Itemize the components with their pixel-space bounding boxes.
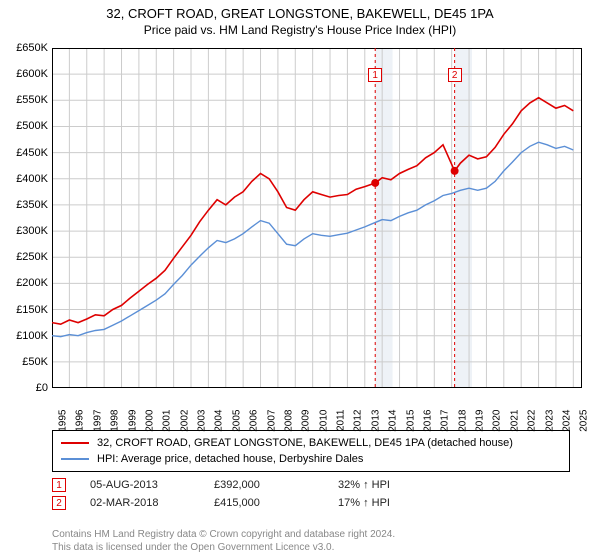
- x-tick-label: 2021: [509, 410, 520, 432]
- title-subtitle: Price paid vs. HM Land Registry's House …: [0, 23, 600, 37]
- sale-marker-box: 2: [52, 496, 66, 510]
- footer-line: This data is licensed under the Open Gov…: [52, 541, 395, 554]
- x-tick-label: 2019: [475, 410, 486, 432]
- x-tick-label: 2018: [457, 410, 468, 432]
- x-tick-label: 1997: [92, 410, 103, 432]
- x-tick-label: 2007: [266, 410, 277, 432]
- x-tick-label: 2014: [388, 410, 399, 432]
- x-tick-label: 2010: [318, 410, 329, 432]
- x-tick-label: 2003: [197, 410, 208, 432]
- sale-price: £415,000: [214, 497, 314, 509]
- x-tick-label: 2025: [579, 410, 590, 432]
- x-tick-label: 2001: [162, 410, 173, 432]
- y-tick-label: £100K: [0, 330, 48, 342]
- x-tick-label: 1996: [75, 410, 86, 432]
- x-tick-label: 2008: [284, 410, 295, 432]
- y-tick-label: £300K: [0, 225, 48, 237]
- x-tick-label: 2012: [353, 410, 364, 432]
- y-tick-label: £250K: [0, 251, 48, 263]
- legend-item: HPI: Average price, detached house, Derb…: [61, 451, 561, 467]
- x-tick-label: 2005: [231, 410, 242, 432]
- y-tick-label: £500K: [0, 120, 48, 132]
- x-tick-label: 2016: [423, 410, 434, 432]
- sale-date: 02-MAR-2018: [90, 497, 190, 509]
- sale-date: 05-AUG-2013: [90, 479, 190, 491]
- sale-marker-box: 1: [52, 478, 66, 492]
- x-tick-label: 2013: [370, 410, 381, 432]
- legend-label: HPI: Average price, detached house, Derb…: [97, 453, 363, 465]
- x-tick-label: 1999: [127, 410, 138, 432]
- table-row: 1 05-AUG-2013 £392,000 32% ↑ HPI: [52, 476, 438, 494]
- y-tick-label: £350K: [0, 199, 48, 211]
- legend: 32, CROFT ROAD, GREAT LONGSTONE, BAKEWEL…: [52, 430, 570, 472]
- x-tick-label: 2024: [562, 410, 573, 432]
- sale-price: £392,000: [214, 479, 314, 491]
- sales-table: 1 05-AUG-2013 £392,000 32% ↑ HPI 2 02-MA…: [52, 476, 438, 512]
- x-tick-label: 1998: [110, 410, 121, 432]
- legend-swatch: [61, 458, 89, 460]
- footer: Contains HM Land Registry data © Crown c…: [52, 528, 395, 554]
- sale-delta: 32% ↑ HPI: [338, 479, 438, 491]
- y-tick-label: £600K: [0, 68, 48, 80]
- chart-container: 32, CROFT ROAD, GREAT LONGSTONE, BAKEWEL…: [0, 0, 600, 560]
- x-tick-label: 2022: [527, 410, 538, 432]
- sale-delta: 17% ↑ HPI: [338, 497, 438, 509]
- y-tick-label: £650K: [0, 42, 48, 54]
- x-tick-label: 2023: [544, 410, 555, 432]
- plot-area: [52, 48, 582, 388]
- footer-line: Contains HM Land Registry data © Crown c…: [52, 528, 395, 541]
- x-tick-label: 2000: [145, 410, 156, 432]
- x-tick-label: 2015: [405, 410, 416, 432]
- event-marker: 2: [448, 68, 462, 82]
- x-tick-label: 2004: [214, 410, 225, 432]
- chart-svg: [52, 48, 582, 388]
- x-tick-label: 2002: [179, 410, 190, 432]
- x-tick-label: 2006: [249, 410, 260, 432]
- legend-label: 32, CROFT ROAD, GREAT LONGSTONE, BAKEWEL…: [97, 437, 513, 449]
- legend-item: 32, CROFT ROAD, GREAT LONGSTONE, BAKEWEL…: [61, 435, 561, 451]
- x-tick-label: 2009: [301, 410, 312, 432]
- title-address: 32, CROFT ROAD, GREAT LONGSTONE, BAKEWEL…: [0, 6, 600, 21]
- table-row: 2 02-MAR-2018 £415,000 17% ↑ HPI: [52, 494, 438, 512]
- y-tick-label: £150K: [0, 304, 48, 316]
- y-tick-label: £450K: [0, 147, 48, 159]
- titles: 32, CROFT ROAD, GREAT LONGSTONE, BAKEWEL…: [0, 0, 600, 37]
- legend-swatch: [61, 442, 89, 444]
- y-tick-label: £550K: [0, 94, 48, 106]
- x-tick-label: 2020: [492, 410, 503, 432]
- x-tick-label: 2017: [440, 410, 451, 432]
- y-tick-label: £0: [0, 382, 48, 394]
- x-tick-label: 2011: [335, 410, 346, 432]
- y-tick-label: £400K: [0, 173, 48, 185]
- y-tick-label: £200K: [0, 277, 48, 289]
- y-tick-label: £50K: [0, 356, 48, 368]
- x-tick-label: 1995: [58, 410, 69, 432]
- event-marker: 1: [368, 68, 382, 82]
